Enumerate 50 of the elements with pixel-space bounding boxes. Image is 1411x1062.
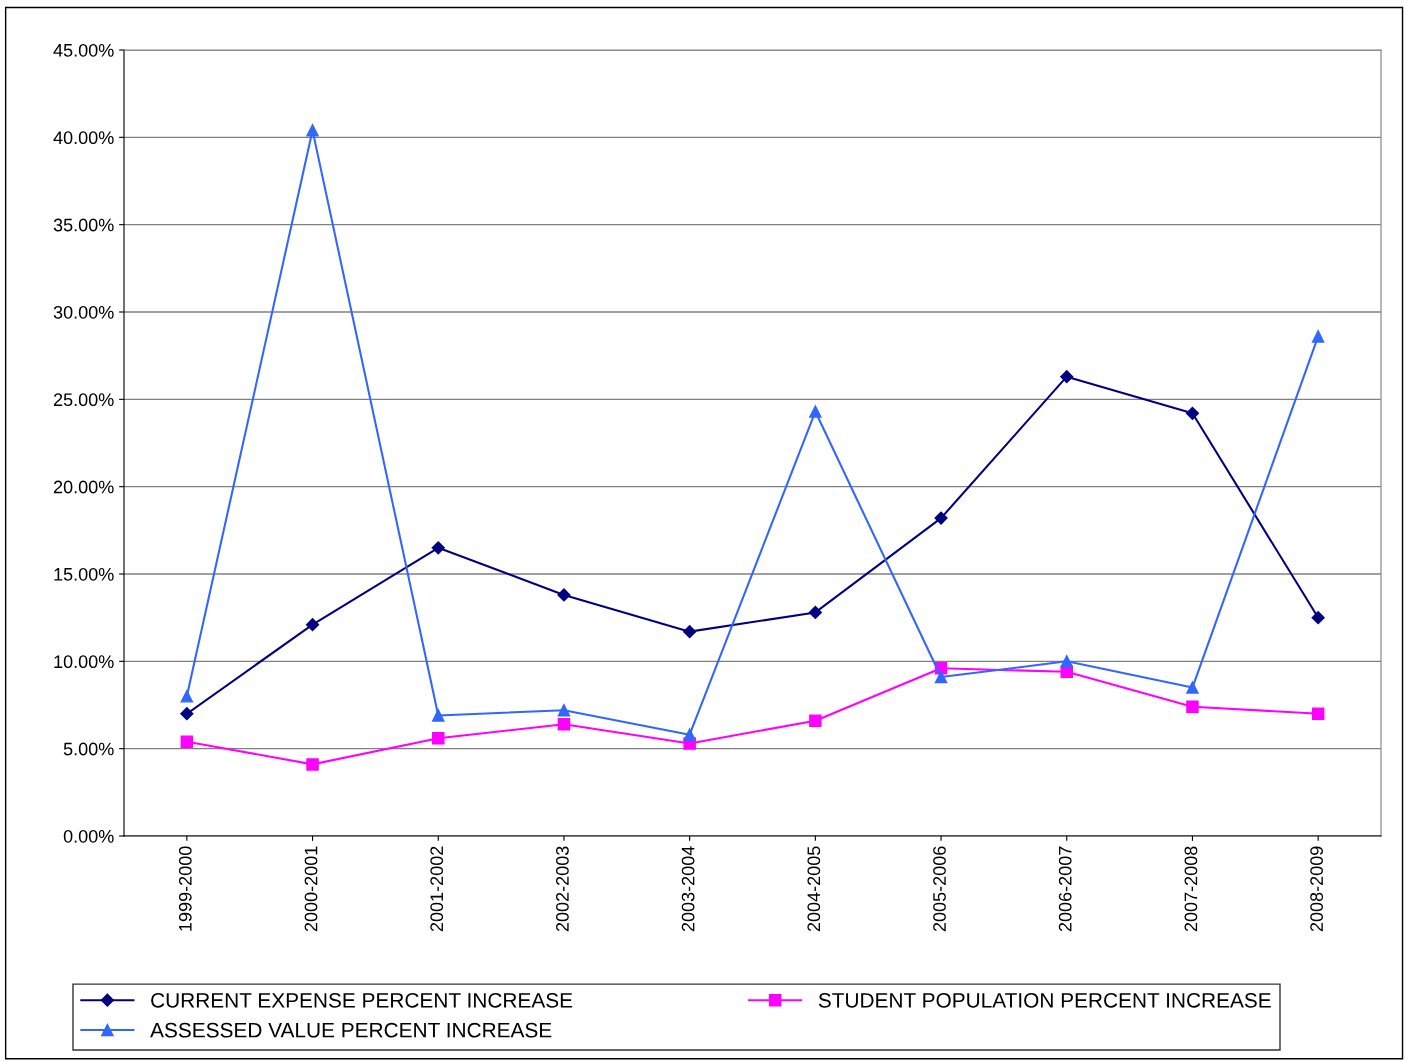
point [431,731,445,745]
point [180,707,194,721]
point [557,588,571,602]
x-tick-label: 2001-2002 [430,846,444,932]
y-tick-label: 5.00% [63,742,114,756]
x-tick-label: 2005-2006 [933,846,946,932]
point [934,670,948,684]
point [557,703,571,717]
y-tick-label: 20.00% [53,480,114,494]
legend-label: STUDENT POPULATION PERCENT INCREASE [818,992,1271,1008]
point [306,124,319,137]
x-tick-label: 2003-2004 [681,846,695,932]
point [1186,700,1199,713]
point [808,605,822,620]
point [306,758,319,771]
point [1186,681,1199,694]
point [1311,330,1325,343]
y-tick-label: 30.00% [53,305,114,319]
x-tick-label: 2000-2001 [304,846,318,932]
x-tick-label: 2002-2003 [556,846,569,932]
legend-label: CURRENT EXPENSE PERCENT INCREASE [151,992,573,1008]
point [557,717,571,731]
point [1185,406,1200,420]
x-tick-label: 2004-2005 [807,846,821,932]
point [809,405,822,418]
y-tick-label: 15.00% [54,567,114,581]
y-tick-label: 0.00% [63,829,114,843]
point [431,709,445,722]
y-tick-label: 10.00% [54,655,114,669]
point [683,728,696,741]
y-tick-label: 35.00% [53,218,114,232]
point [934,511,948,525]
point [1311,611,1325,625]
x-tick-label: 1999-2000 [178,846,192,931]
point [431,541,445,555]
y-tick-label: 45.00% [53,43,114,57]
point [809,714,822,727]
point [180,690,194,703]
point [1311,707,1325,720]
x-tick-label: 2006-2007 [1058,846,1072,932]
x-tick-label: 2007-2008 [1184,846,1198,932]
y-tick-label: 25.00% [53,393,114,407]
point [180,735,194,748]
point [1060,370,1074,384]
point [1060,655,1074,668]
legend-label: ASSESSED VALUE PERCENT INCREASE [150,1022,552,1038]
y-tick-label: 40.00% [53,131,114,145]
x-tick-label: 2008-2009 [1310,846,1323,932]
point [683,625,697,639]
point [305,618,320,632]
